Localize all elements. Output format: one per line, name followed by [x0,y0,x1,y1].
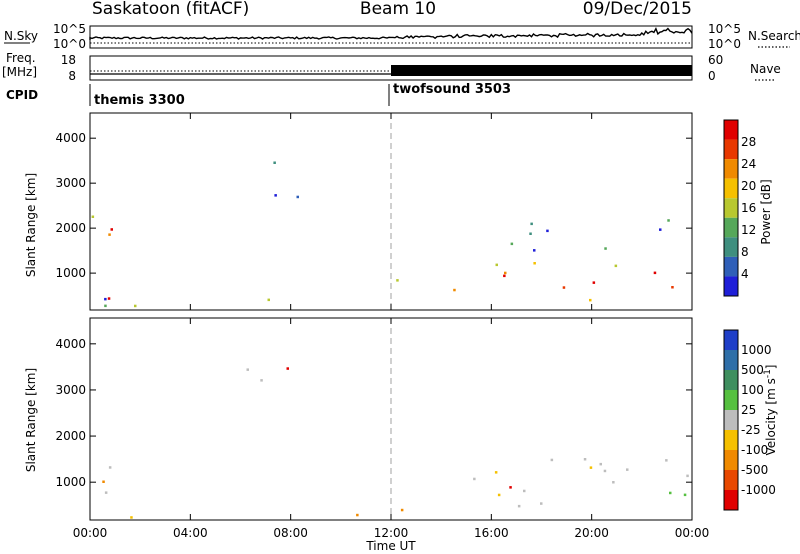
velocity-axes: 1000 2000 3000 4000 [55,318,693,520]
freq-panel: Freq. [MHz] 18 8 60 0 Nave [2,51,781,83]
y-tick-label: 2000 [55,429,86,443]
station-title: Saskatoon (fitACF) [92,0,249,19]
nave-tick-bottom: 0 [708,69,716,83]
freq-unit: [MHz] [2,65,37,79]
nave-tick-top: 60 [708,53,723,67]
y-tick-label: 3000 [55,383,86,397]
x-tick-label: 12:00 [374,526,409,540]
colorbar-tick: 8 [741,245,749,259]
velocity-colorbar-label: Velocity [m s-1] [763,365,778,456]
colorbar-tick: -1000 [741,483,776,497]
freq-label: Freq. [6,51,36,65]
colorbar-tick: 24 [741,157,756,171]
x-tick-label: 04:00 [173,526,208,540]
power-frame [89,112,693,311]
nsearch-tick-top: 10^5 [708,22,741,36]
power-colorbar-label: Power [dB] [759,179,773,244]
colorbar-tick: 25 [741,403,756,417]
y-tick-label: 1000 [55,266,86,280]
nsearch-tick-bottom: 10^0 [708,37,741,51]
colorbar-tick: -25 [741,423,761,437]
power-scatter [91,113,674,310]
colorbar-tick: 28 [741,135,756,149]
freq-tick-bottom: 8 [68,69,76,83]
cpid-segment-1: themis 3300 [94,93,185,108]
freq-tick-top: 18 [61,53,76,67]
colorbar-tick: 12 [741,223,756,237]
colorbar-tick: -500 [741,463,768,477]
colorbar-tick: 100 [741,383,764,397]
noise-trace [89,27,693,44]
cpid-panel: CPID themis 3300 twofsound 3503 [6,82,511,108]
y-tick-label: 4000 [55,131,86,145]
x-axis-ticks: 00:00 04:00 08:00 12:00 16:00 20:00 00:00 [73,526,710,540]
power-panel: 1000 2000 3000 4000 Slant Range [km] 28 24 20… [24,112,773,311]
cpid-label: CPID [6,88,38,102]
x-tick-label: 20:00 [574,526,609,540]
y-tick-label: 1000 [55,475,86,489]
x-axis-label: Time UT [365,539,416,553]
colorbar-tick: 1000 [741,343,772,357]
nsky-label: N.Sky [4,29,38,43]
date-title: 09/Dec/2015 [583,0,692,19]
colorbar-tick: 20 [741,179,756,193]
y-tick-label: 3000 [55,176,86,190]
beam-title: Beam 10 [360,0,436,19]
power-colorbar: 28 24 20 16 12 8 4 [723,119,756,297]
freq-trace [90,65,692,76]
nsky-tick-top: 10^5 [53,22,86,36]
y-tick-label: 4000 [55,337,86,351]
x-tick-label: 16:00 [474,526,509,540]
power-ylabel: Slant Range [km] [24,173,38,277]
x-tick-label: 08:00 [273,526,308,540]
x-tick-label: 00:00 [675,526,710,540]
colorbar-tick: 500 [741,363,764,377]
y-tick-label: 2000 [55,221,86,235]
colorbar-tick: 16 [741,201,756,215]
colorbar-tick: -100 [741,443,768,457]
noise-panel: N.Sky 10^5 10^0 10^5 10^0 N.Search [4,22,800,51]
power-axes: 1000 2000 3000 4000 [55,113,693,310]
velocity-scatter [102,318,689,520]
cpid-segment-2: twofsound 3503 [393,82,511,97]
nsearch-label: N.Search [748,29,800,43]
velocity-colorbar: 1000 500 100 25 -25 -100 -500 -1000 [723,329,776,511]
velocity-panel: 1000 2000 3000 4000 Slant Range [km] 1000 50… [24,317,778,521]
nsky-tick-bottom: 10^0 [53,37,86,51]
nave-label: Nave [750,62,781,76]
x-tick-label: 00:00 [73,526,108,540]
velocity-ylabel: Slant Range [km] [24,368,38,472]
colorbar-tick: 4 [741,267,749,281]
